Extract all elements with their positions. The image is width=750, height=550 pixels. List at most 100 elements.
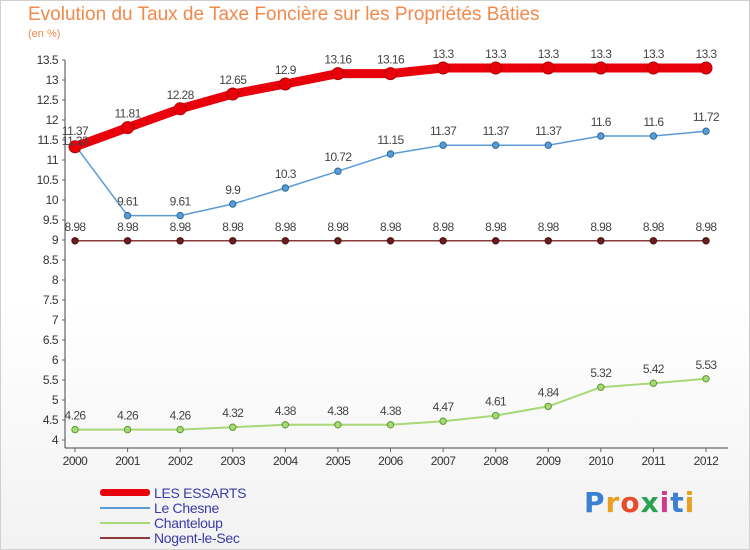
data-label: 9.61 [170, 195, 192, 209]
data-point [123, 237, 132, 245]
x-tick-label: 2011 [642, 454, 667, 468]
x-tick-label: 2000 [63, 454, 89, 468]
data-point [229, 200, 237, 208]
data-label: 10.72 [324, 150, 352, 164]
data-label: 8.98 [222, 220, 244, 234]
data-label: 11.37 [483, 124, 510, 138]
data-point [702, 375, 710, 383]
data-label: 13.3 [696, 47, 718, 61]
brand-letter: o [620, 486, 641, 519]
data-point [544, 141, 552, 149]
data-point [334, 167, 342, 175]
data-point [334, 237, 342, 245]
data-point [281, 184, 290, 192]
x-tick-label: 2005 [326, 454, 352, 468]
data-point [491, 237, 500, 245]
data-label: 8.98 [275, 220, 297, 234]
x-tick-label: 2001 [115, 454, 141, 468]
data-point [71, 425, 79, 434]
data-point [649, 237, 658, 245]
y-tick-label: 12.5 [37, 93, 59, 107]
data-label: 8.98 [696, 220, 718, 234]
chart-subtitle: (en %) [28, 28, 61, 40]
x-tick-label: 2009 [536, 454, 562, 468]
legend-item-nogent-le-sec: Nogent-le-Sec [100, 529, 246, 546]
data-label: 12.9 [275, 63, 297, 77]
x-tick-label: 2006 [378, 454, 404, 468]
x-tick-label: 2004 [273, 454, 299, 468]
data-point [229, 423, 237, 431]
data-label: 11.33 [62, 134, 89, 148]
legend: LES ESSARTS Le Chesne Chanteloup Nogent-… [100, 485, 246, 546]
legend-swatch-nogent-le-sec [100, 536, 150, 539]
data-point [702, 127, 710, 135]
data-label: 4.32 [222, 406, 244, 420]
data-label: 4.38 [327, 404, 349, 418]
legend-item-les-essarts: LES ESSARTS [100, 485, 246, 501]
data-label: 5.53 [696, 358, 718, 372]
data-label: 8.98 [117, 220, 139, 234]
y-tick-label: 10 [46, 193, 59, 207]
data-point [176, 237, 184, 245]
data-point [68, 140, 82, 154]
brand-letter: r [605, 486, 621, 519]
brand-letter: i [659, 486, 671, 519]
data-label: 13.3 [433, 47, 455, 61]
data-point [123, 211, 132, 220]
data-label: 8.98 [485, 220, 507, 234]
brand-letter: i [684, 486, 696, 519]
legend-label: Chanteloup [154, 514, 223, 531]
y-tick-label: 12 [46, 113, 59, 127]
data-point [439, 141, 447, 149]
data-label: 9.61 [117, 195, 139, 209]
data-point [384, 67, 397, 81]
data-label: 8.98 [643, 220, 665, 234]
data-point [491, 141, 500, 149]
data-point [436, 61, 450, 75]
data-label: 8.98 [538, 220, 560, 234]
data-point [646, 61, 660, 75]
legend-swatch-le-chesne [100, 506, 150, 509]
x-tick-label: 2012 [694, 454, 720, 468]
y-tick-label: 11 [47, 153, 59, 167]
data-point [386, 237, 395, 245]
data-label: 11.37 [430, 124, 457, 138]
chart-title: Evolution du Taux de Taxe Foncière sur l… [28, 4, 540, 25]
data-point [123, 425, 132, 434]
data-point [121, 121, 135, 135]
data-label: 13.16 [377, 53, 405, 67]
data-label: 13.3 [538, 47, 560, 61]
data-label: 11.6 [591, 115, 612, 129]
x-tick-label: 2002 [168, 454, 194, 468]
data-point [594, 61, 608, 75]
y-tick-label: 10.5 [37, 173, 59, 187]
data-label: 11.81 [115, 107, 142, 121]
y-tick-label: 13 [46, 73, 59, 87]
brand-letter: P [584, 486, 606, 519]
x-tick-label: 2008 [483, 454, 509, 468]
y-tick-label: 7 [52, 313, 59, 327]
legend-item-le-chesne: Le Chesne [100, 499, 246, 516]
data-point [278, 77, 292, 91]
data-point [176, 211, 184, 220]
brand-letter: x [640, 486, 660, 519]
legend-swatch-chanteloup [100, 521, 150, 524]
data-point [544, 402, 552, 411]
data-label: 8.98 [65, 220, 87, 234]
data-label: 13.3 [485, 47, 507, 61]
y-tick-label: 8 [52, 273, 59, 287]
data-label: 13.3 [590, 47, 612, 61]
data-point [649, 379, 658, 387]
data-label: 11.6 [643, 115, 664, 129]
data-point [331, 67, 345, 81]
data-point [544, 237, 552, 245]
data-label: 4.26 [117, 409, 139, 423]
data-point [649, 132, 658, 140]
legend-label: Le Chesne [154, 499, 220, 516]
data-point [386, 421, 395, 429]
legend-label: Nogent-le-Sec [154, 529, 240, 546]
data-point [597, 132, 605, 140]
data-label: 9.9 [225, 183, 241, 197]
x-tick-label: 2010 [588, 454, 614, 468]
